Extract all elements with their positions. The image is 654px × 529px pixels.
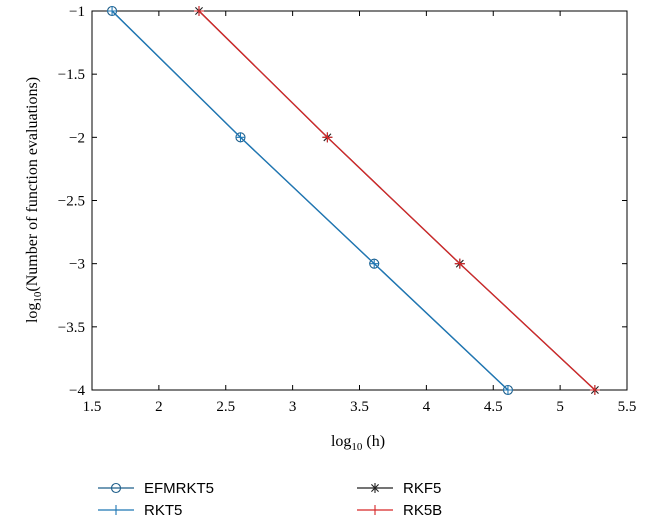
y-tick-label: −1 bbox=[69, 4, 85, 20]
plus-marker bbox=[111, 505, 121, 515]
legend-label: RKT5 bbox=[144, 502, 182, 519]
x-tick-label: 2 bbox=[155, 399, 163, 415]
plus-marker bbox=[370, 505, 380, 515]
x-axis-label: log10 (h) bbox=[331, 433, 385, 453]
x-tick-label: 4 bbox=[423, 399, 431, 415]
legend-label: EFMRKT5 bbox=[144, 480, 214, 497]
x-tick-label: 4.5 bbox=[484, 399, 503, 415]
plus-marker bbox=[502, 385, 513, 395]
plus-marker bbox=[589, 385, 600, 395]
plot-area bbox=[91, 10, 628, 391]
y-tick-label: −2.5 bbox=[58, 194, 85, 210]
y-tick-label: −4 bbox=[69, 383, 85, 399]
y-tick-label: −2 bbox=[69, 130, 85, 146]
legend-item-efmrkt5: EFMRKT5 bbox=[98, 480, 214, 497]
plot-frame bbox=[91, 10, 628, 391]
series-line bbox=[198, 10, 596, 391]
legend: EFMRKT5 RKT5 RKF5 RK5B bbox=[98, 480, 442, 519]
legend-label: RK5B bbox=[403, 502, 442, 519]
plus-marker bbox=[454, 258, 465, 269]
plus-marker bbox=[322, 132, 333, 143]
x-tick-label: 3.5 bbox=[350, 399, 369, 415]
x-tick-label: 5.5 bbox=[618, 399, 637, 415]
tick-layer: 1.5 2 2.5 3 3.5 4 4.5 5 5.5 −1 −1.5 −2 −2.5 −3 −3.5 −4 bbox=[58, 4, 637, 415]
plus-marker bbox=[369, 258, 380, 269]
legend-item-rkt5: RKT5 bbox=[98, 502, 182, 519]
legend-label: RKF5 bbox=[403, 480, 441, 497]
y-tick-label: −3 bbox=[69, 257, 85, 273]
plus-marker bbox=[194, 6, 204, 16]
plus-marker bbox=[235, 132, 246, 143]
y-axis-label: log10(Number of function evaluations) bbox=[24, 77, 44, 323]
x-tick-label: 1.5 bbox=[83, 399, 102, 415]
x-tick-label: 3 bbox=[289, 399, 297, 415]
x-tick-label: 5 bbox=[556, 399, 564, 415]
series-rkt5 bbox=[107, 6, 513, 395]
series-line bbox=[111, 10, 509, 391]
x-tick-label: 2.5 bbox=[216, 399, 235, 415]
series-line bbox=[198, 10, 596, 391]
plus-marker bbox=[107, 6, 118, 16]
series-rkf5 bbox=[194, 6, 600, 395]
series-layer bbox=[107, 5, 600, 396]
series-rk5b bbox=[194, 6, 600, 395]
star-marker bbox=[370, 483, 380, 493]
legend-item-rk5b: RK5B bbox=[357, 502, 442, 519]
circle-marker bbox=[110, 482, 122, 494]
y-tick-label: −1.5 bbox=[58, 67, 85, 83]
y-tick-label: −3.5 bbox=[58, 320, 85, 336]
legend-item-rkf5: RKF5 bbox=[357, 480, 441, 497]
